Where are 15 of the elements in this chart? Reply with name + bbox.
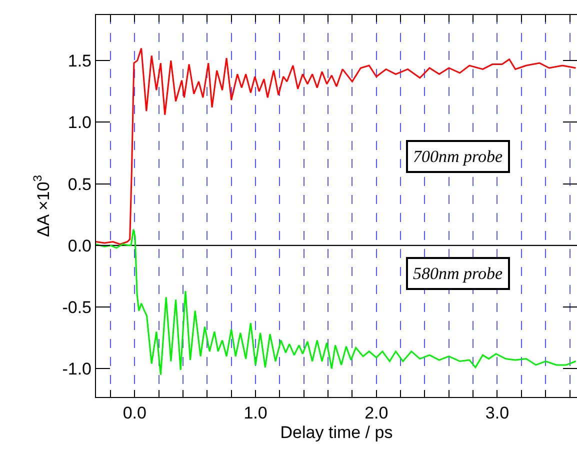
- y-tick-label: -1.0: [62, 360, 92, 379]
- x-tick-label: 2.0: [364, 404, 388, 422]
- y-tick-label: 1.5: [68, 52, 92, 71]
- y-tick-label: -0.5: [62, 298, 92, 317]
- x-tick-label: 3.0: [485, 404, 510, 422]
- line-series: [96, 228, 577, 376]
- line-series: [96, 48, 577, 245]
- y-tick-label: 1.0: [68, 113, 92, 132]
- annotation: 700nm probe: [413, 147, 504, 166]
- x-axis-title: Delay time / ps: [280, 422, 393, 442]
- annotation: 580nm probe: [413, 264, 504, 283]
- y-tick-label: 0.5: [68, 174, 92, 194]
- y-tick-label: 0.0: [68, 236, 92, 256]
- x-tick-label: 0.0: [122, 404, 146, 422]
- x-tick-label: 1.0: [244, 404, 268, 422]
